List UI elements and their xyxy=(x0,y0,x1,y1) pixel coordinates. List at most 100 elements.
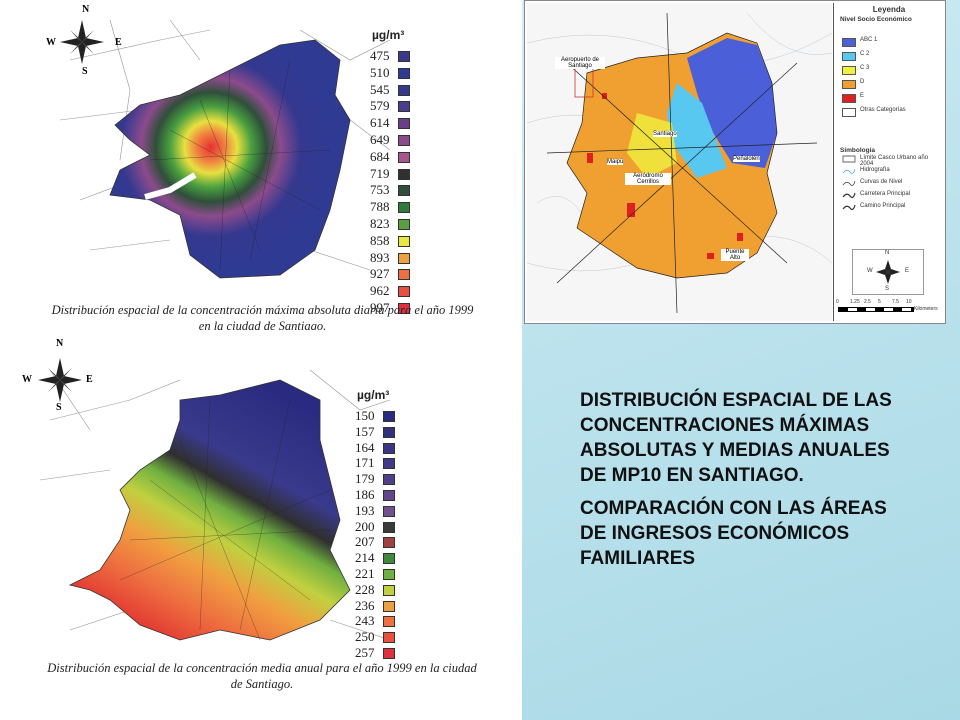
legend-row: 250 xyxy=(355,629,415,646)
map-max-absolute xyxy=(59,19,391,279)
nse-swatch xyxy=(842,66,856,75)
scale-tick-label: 10 xyxy=(906,299,912,305)
legend-value: 927 xyxy=(370,266,390,282)
legend-swatch xyxy=(383,616,395,628)
compass-e-label: E xyxy=(86,374,93,385)
map-annual-mean-panel: N W E S µg/m³ 150 157 164 171 179 186 193 200 20… xyxy=(0,330,522,720)
legend-row: 788 xyxy=(370,199,430,216)
legend-swatch xyxy=(398,51,410,62)
legend-row: 997 xyxy=(370,300,430,317)
legend-row: 214 xyxy=(355,550,415,567)
legend-row: 179 xyxy=(355,471,415,488)
socioeconomic-map xyxy=(527,3,832,321)
caption-line-2: en la ciudad de Santiago. xyxy=(198,319,327,333)
simbologia-title: Simbología xyxy=(840,147,876,154)
nse-label: C 2 xyxy=(860,51,870,57)
legend-swatch xyxy=(398,185,410,197)
nse-legend-item: C 2 xyxy=(842,51,942,61)
legend-value: 257 xyxy=(355,645,375,660)
legend-swatch xyxy=(383,474,395,486)
legend-row: 475 xyxy=(370,48,430,65)
symbol-legend-item: Camino Principal xyxy=(842,203,942,213)
compass-w-label: W xyxy=(22,374,32,385)
place-label-airport: Aeropuerto de Santiago xyxy=(555,57,605,69)
legend-value: 150 xyxy=(355,408,375,423)
symbol-label: Hidrografía xyxy=(860,167,890,173)
legend-swatch xyxy=(398,67,410,79)
symbol-label: Curvas de Nivel xyxy=(860,179,903,185)
legend-value: 579 xyxy=(370,98,390,114)
place-label-cerrillos: Aeródromo Cerrillos xyxy=(625,173,671,185)
compass-s-label: S xyxy=(885,286,890,292)
legend-annual-mean: µg/m³ 150 157 164 171 179 186 193 200 207 214 221 2… xyxy=(355,388,425,668)
nse-legend-item: ABC 1 xyxy=(842,37,942,47)
legend-value: 157 xyxy=(355,423,375,439)
caption-line-1: Distribución espacial de la concentració… xyxy=(47,661,477,675)
compass-rose-icon xyxy=(876,260,900,284)
legend-swatch xyxy=(398,168,410,180)
legend-row: 545 xyxy=(370,82,430,99)
legend-max-absolute: µg/m³ 475 510 545 579 614 649 684 719 753 788 823 8… xyxy=(370,28,440,315)
legend-swatch xyxy=(383,442,395,454)
legend-value: 214 xyxy=(355,550,375,566)
scale-tick-label: 7.5 xyxy=(892,299,899,305)
legend-swatch xyxy=(383,553,395,565)
nse-swatch xyxy=(842,80,856,89)
legend-title: Leyenda xyxy=(872,5,906,14)
legend-swatch xyxy=(398,303,410,314)
slide-paragraph-2: COMPARACIÓN CON LAS ÁREAS DE INGRESOS EC… xyxy=(580,498,887,569)
legend-row: 228 xyxy=(355,582,415,599)
nse-label: ABC 1 xyxy=(860,37,878,43)
symbol-label: Límite Casco Urbano año 2004 xyxy=(860,155,929,167)
compass-n-label: N xyxy=(885,250,890,256)
legend-row: 236 xyxy=(355,598,415,615)
compass-w-label: W xyxy=(46,37,56,48)
legend-value: 236 xyxy=(355,597,375,613)
legend-swatch xyxy=(398,286,410,298)
legend-value: 614 xyxy=(370,115,390,131)
slide-text: DISTRIBUCIÓN ESPACIAL DE LAS CONCENTRACI… xyxy=(580,388,910,579)
symbol-label: Carretera Principal xyxy=(860,191,911,197)
legend-swatch xyxy=(383,521,395,533)
symbol-label: Camino Principal xyxy=(860,203,906,209)
legend-value: 997 xyxy=(370,300,390,315)
legend-row: 510 xyxy=(370,65,430,82)
legend-swatch xyxy=(398,118,410,130)
line-symbol-icon xyxy=(842,192,856,199)
legend-value: 250 xyxy=(355,629,375,645)
legend-swatch xyxy=(383,426,395,438)
line-symbol-icon xyxy=(842,204,856,211)
nse-label: C 3 xyxy=(860,65,870,71)
nse-legend-item: C 3 xyxy=(842,65,942,75)
legend-value: 193 xyxy=(355,502,375,518)
legend-row: 719 xyxy=(370,166,430,183)
legend-swatch xyxy=(398,202,410,214)
line-symbol-icon xyxy=(842,180,856,186)
legend-row: 927 xyxy=(370,266,430,283)
legend-unit: µg/m³ xyxy=(372,28,405,42)
legend-swatch xyxy=(383,569,395,580)
legend-swatch xyxy=(398,269,410,281)
legend-row: 579 xyxy=(370,98,430,115)
legend-value: 243 xyxy=(355,613,375,629)
legend-swatch xyxy=(383,505,395,517)
legend-row: 614 xyxy=(370,115,430,132)
scale-tick-label: 5 xyxy=(878,299,881,305)
nse-legend-item: D xyxy=(842,79,942,89)
legend-swatch xyxy=(383,632,395,644)
nse-legend-item: Otras Categorías xyxy=(842,107,942,117)
legend-row: 684 xyxy=(370,149,430,166)
legend-row: 753 xyxy=(370,182,430,199)
compass-n-label: N xyxy=(56,338,64,349)
nse-legend-item: E xyxy=(842,93,942,103)
legend-row: 649 xyxy=(370,132,430,149)
compass-e-label: E xyxy=(905,268,910,274)
nse-label: E xyxy=(860,93,865,99)
compass-rose-icon xyxy=(60,20,104,64)
legend-row: 243 xyxy=(355,613,415,630)
legend-swatch xyxy=(383,584,395,596)
legend-value: 221 xyxy=(355,566,375,581)
legend-value: 186 xyxy=(355,487,375,502)
legend-compass-box: N W E S xyxy=(852,249,924,295)
legend-value: 164 xyxy=(355,439,375,455)
